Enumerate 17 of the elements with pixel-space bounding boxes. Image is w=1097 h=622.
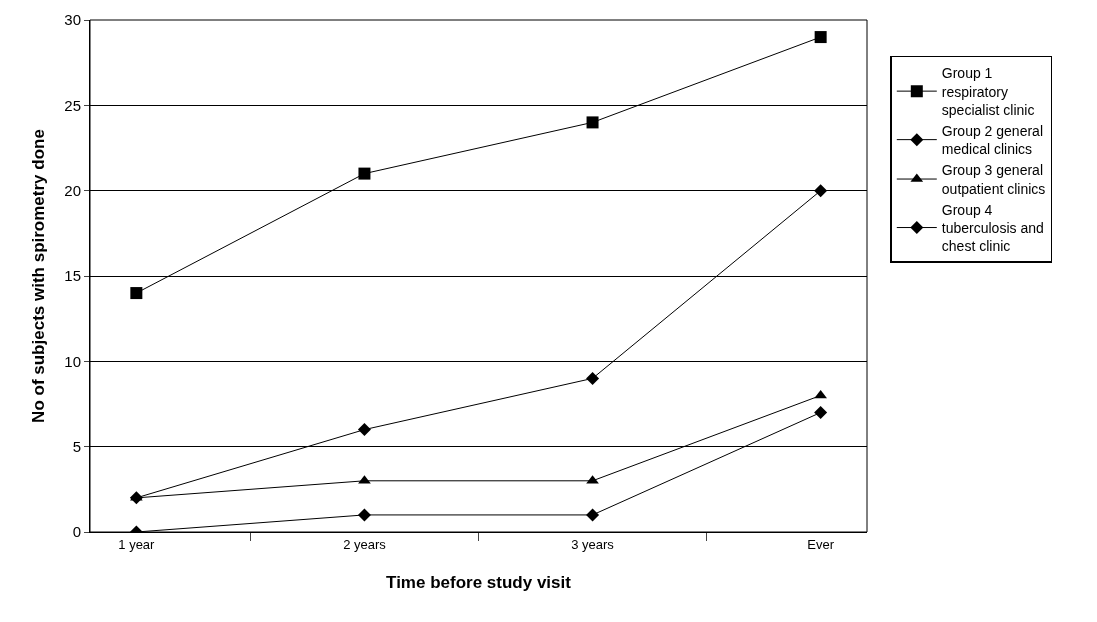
- legend-label: Group 3 general outpatient clinics: [941, 162, 1046, 197]
- x-tick-label: 1 year: [118, 536, 156, 552]
- y-tick-label: 5: [72, 437, 81, 455]
- y-tick-label: 25: [64, 96, 81, 114]
- y-tick-label: 15: [64, 267, 81, 285]
- legend-label: Group 1 respiratory specialist clinic: [941, 65, 1035, 118]
- y-tick-label: 10: [64, 352, 81, 370]
- y-tick-label: 20: [64, 181, 81, 199]
- legend-label: Group 4 tuberculosis and chest clinic: [941, 201, 1044, 255]
- x-tick-label: Ever: [807, 536, 835, 552]
- x-axis-title: Time before study visit: [386, 573, 572, 592]
- x-tick-label: 3 years: [571, 536, 615, 552]
- y-tick-label: 0: [72, 523, 81, 541]
- y-tick-label: 30: [64, 11, 81, 29]
- legend-label: Group 2 general medical clinics: [941, 123, 1043, 158]
- y-axis-title: No of subjects with spirometry done: [28, 129, 48, 423]
- x-tick-label: 2 years: [343, 536, 387, 552]
